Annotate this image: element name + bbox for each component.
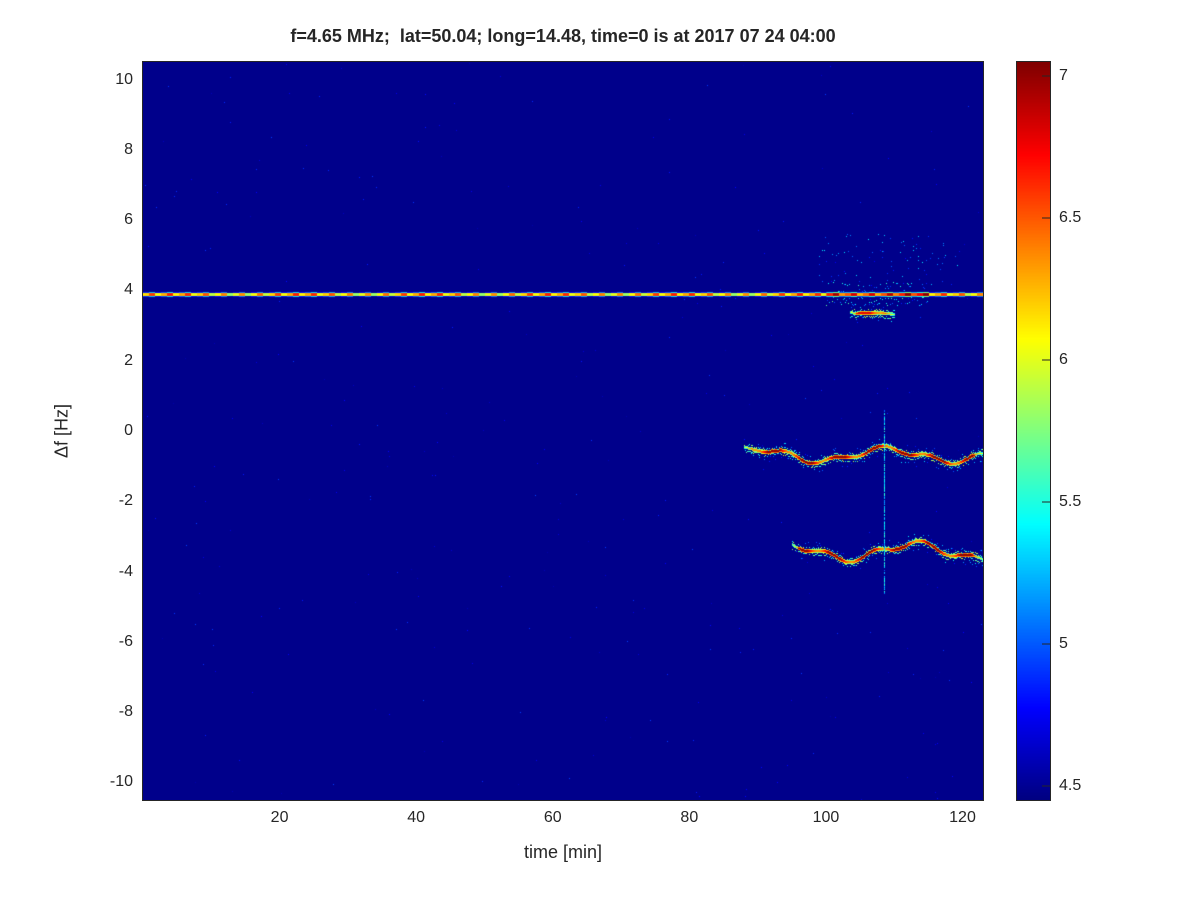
y-tick-label: 4 [124, 281, 133, 299]
x-tick-label: 80 [680, 809, 699, 826]
y-tick-label: 8 [124, 140, 133, 158]
colorbar [1016, 61, 1051, 801]
y-tick-label: -2 [118, 492, 133, 510]
colorbar-canvas [1017, 62, 1050, 800]
x-tick-label: 100 [812, 809, 840, 826]
x-axis-label: time [min] [523, 842, 602, 862]
colorbar-tick-label: 5 [1059, 634, 1068, 652]
plot-title: f=4.65 MHz; lat=50.04; long=14.48, time=… [290, 26, 836, 46]
y-tick-label: -4 [118, 562, 133, 580]
y-tick-label: -10 [109, 773, 133, 791]
y-tick-label: 10 [115, 70, 133, 88]
spectrogram-canvas [143, 62, 983, 800]
plot-area [142, 61, 984, 801]
y-tick-label: -6 [118, 632, 133, 650]
colorbar-tick-label: 6.5 [1059, 209, 1082, 227]
x-tick-label: 20 [270, 809, 289, 826]
x-tick-label: 40 [407, 809, 426, 826]
y-tick-label: 2 [124, 351, 133, 369]
x-tick-label: 120 [949, 809, 976, 826]
colorbar-tick-label: 5.5 [1059, 492, 1082, 510]
y-tick-label: 6 [124, 211, 133, 229]
x-tick-label: 60 [543, 809, 562, 826]
y-tick-label: 0 [124, 422, 133, 439]
colorbar-tick-label: 7 [1059, 67, 1068, 85]
y-tick-label: -8 [118, 703, 133, 721]
colorbar-tick-label: 4.5 [1059, 776, 1082, 794]
colorbar-tick-label: 6 [1059, 351, 1068, 369]
y-axis-label: Δf [Hz] [51, 403, 72, 459]
